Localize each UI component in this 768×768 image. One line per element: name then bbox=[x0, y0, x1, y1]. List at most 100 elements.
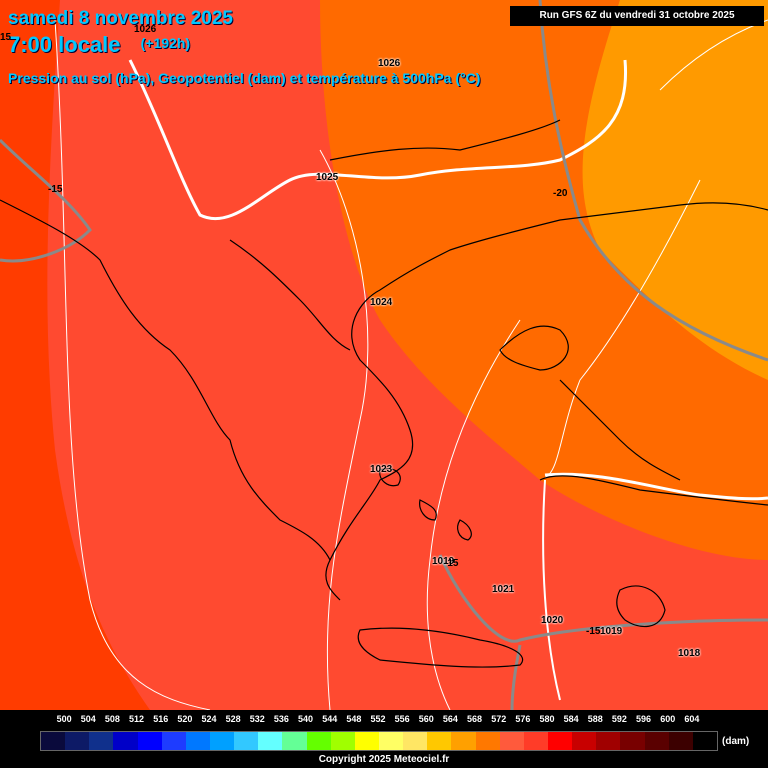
isotherm-label: 15 bbox=[0, 32, 12, 43]
legend-tick-label: 556 bbox=[394, 714, 410, 724]
isobar-label: 1023 bbox=[370, 464, 393, 475]
isotherms bbox=[0, 0, 768, 711]
legend-tick-label: 560 bbox=[418, 714, 434, 724]
legend-tick-label: 604 bbox=[684, 714, 700, 724]
isotherm-label: -20 bbox=[553, 188, 568, 199]
isobar-label: 1025 bbox=[316, 172, 339, 183]
legend-swatch bbox=[403, 732, 428, 750]
legend-tick-label: 592 bbox=[611, 714, 627, 724]
run-info: Run GFS 6Z du vendredi 31 octobre 2025 bbox=[510, 6, 764, 26]
isobar-1024 bbox=[319, 149, 369, 711]
legend-swatch bbox=[547, 732, 573, 750]
isobar-1021 bbox=[426, 319, 521, 711]
legend-tick-label: 516 bbox=[153, 714, 169, 724]
legend-swatch bbox=[185, 732, 210, 750]
isobar-label: 1026 bbox=[378, 58, 401, 69]
legend-tick-label: 508 bbox=[104, 714, 120, 724]
legend-tick-label: 588 bbox=[587, 714, 603, 724]
field-580-west bbox=[0, 0, 150, 710]
coast-turkey-south bbox=[539, 475, 768, 506]
legend-swatch bbox=[692, 732, 717, 750]
legend-tick-label: 504 bbox=[80, 714, 96, 724]
isobar-1025 bbox=[128, 59, 628, 221]
isobar-1020-curve bbox=[542, 479, 561, 701]
coast-aegean-north bbox=[329, 202, 768, 561]
isobar-label: 1019 bbox=[432, 556, 455, 567]
legend-swatch bbox=[668, 732, 693, 750]
legend-tick-label: 500 bbox=[56, 714, 72, 724]
legend-swatch bbox=[378, 732, 404, 750]
isobar-label: 1019 bbox=[600, 626, 623, 637]
legend-swatch bbox=[161, 732, 186, 750]
isotherm-label: -15 bbox=[444, 558, 459, 569]
isobar-label: 1024 bbox=[370, 297, 393, 308]
legend-swatch bbox=[306, 732, 331, 750]
legend-swatch bbox=[475, 732, 500, 750]
forecast-time: 7:00 locale (+192h) bbox=[8, 32, 190, 58]
legend-tick-label: 572 bbox=[491, 714, 507, 724]
legend-swatch bbox=[523, 732, 548, 750]
lead-time: (+192h) bbox=[140, 35, 191, 51]
legend-tick-label: 552 bbox=[370, 714, 386, 724]
legend-swatch bbox=[282, 732, 307, 750]
isobars-bold bbox=[128, 59, 768, 701]
isobar-label: 1021 bbox=[492, 584, 515, 595]
isobar-east bbox=[544, 179, 701, 479]
legend-unit: (dam) bbox=[722, 736, 750, 747]
legend-ticks: 500 504 508 512 516 520 524 528 532 536 540 544 548 5… bbox=[40, 714, 720, 728]
legend-swatch bbox=[258, 732, 283, 750]
isotherm-label: -15 bbox=[48, 184, 63, 195]
isobar-label: 1026 bbox=[134, 24, 157, 35]
legend-tick-label: 524 bbox=[201, 714, 217, 724]
legend-swatch bbox=[354, 732, 379, 750]
legend-swatch bbox=[596, 732, 621, 750]
map-subtitle: Pression au sol (hPa), Geopotentiel (dam… bbox=[8, 70, 481, 86]
island-evia bbox=[379, 468, 401, 487]
legend-tick-label: 596 bbox=[636, 714, 652, 724]
legend-swatch bbox=[234, 732, 259, 750]
isobar-west bbox=[54, 19, 211, 711]
field-568 bbox=[582, 0, 768, 380]
legend-swatch bbox=[620, 732, 645, 750]
island-cyclades-2 bbox=[457, 519, 472, 541]
isobar-southeast bbox=[544, 472, 768, 501]
legend-swatch bbox=[451, 732, 476, 750]
isotherm-south bbox=[438, 554, 768, 643]
forecast-date: samedi 8 novembre 2025 bbox=[8, 8, 233, 29]
legend-swatch bbox=[644, 732, 669, 750]
legend-swatch bbox=[137, 732, 162, 750]
legend-swatch bbox=[41, 732, 66, 750]
island-cyclades-1 bbox=[419, 499, 437, 521]
isobars-thin bbox=[54, 19, 768, 711]
coastlines bbox=[0, 119, 768, 668]
legend-swatch bbox=[572, 732, 597, 750]
local-time: 7:00 locale bbox=[8, 32, 121, 57]
legend-swatch bbox=[499, 732, 524, 750]
isotherm-label: -15 bbox=[586, 626, 601, 637]
isobar-label: 1018 bbox=[678, 648, 701, 659]
legend-tick-label: 528 bbox=[225, 714, 241, 724]
color-legend: 500 504 508 512 516 520 524 528 532 536 540 544 548 5… bbox=[0, 710, 768, 768]
isobar-label: 1020 bbox=[541, 615, 564, 626]
isotherm-west bbox=[0, 138, 92, 263]
island-crete bbox=[357, 627, 524, 668]
isotherm-south-branch bbox=[510, 644, 522, 711]
legend-tick-label: 576 bbox=[515, 714, 531, 724]
legend-swatch bbox=[89, 732, 114, 750]
legend-swatch bbox=[330, 732, 355, 750]
legend-tick-label: 564 bbox=[442, 714, 458, 724]
legend-swatch bbox=[427, 732, 452, 750]
legend-tick-label: 600 bbox=[660, 714, 676, 724]
copyright: Copyright 2025 Meteociel.fr bbox=[318, 754, 450, 765]
coast-adriatic bbox=[0, 199, 341, 601]
legend-swatch bbox=[209, 732, 235, 750]
island-lemnos bbox=[499, 325, 569, 371]
legend-tick-label: 584 bbox=[563, 714, 579, 724]
legend-tick-label: 544 bbox=[322, 714, 338, 724]
legend-tick-label: 548 bbox=[346, 714, 362, 724]
border-north bbox=[329, 119, 561, 161]
legend-swatch bbox=[65, 732, 90, 750]
legend-tick-label: 512 bbox=[129, 714, 145, 724]
